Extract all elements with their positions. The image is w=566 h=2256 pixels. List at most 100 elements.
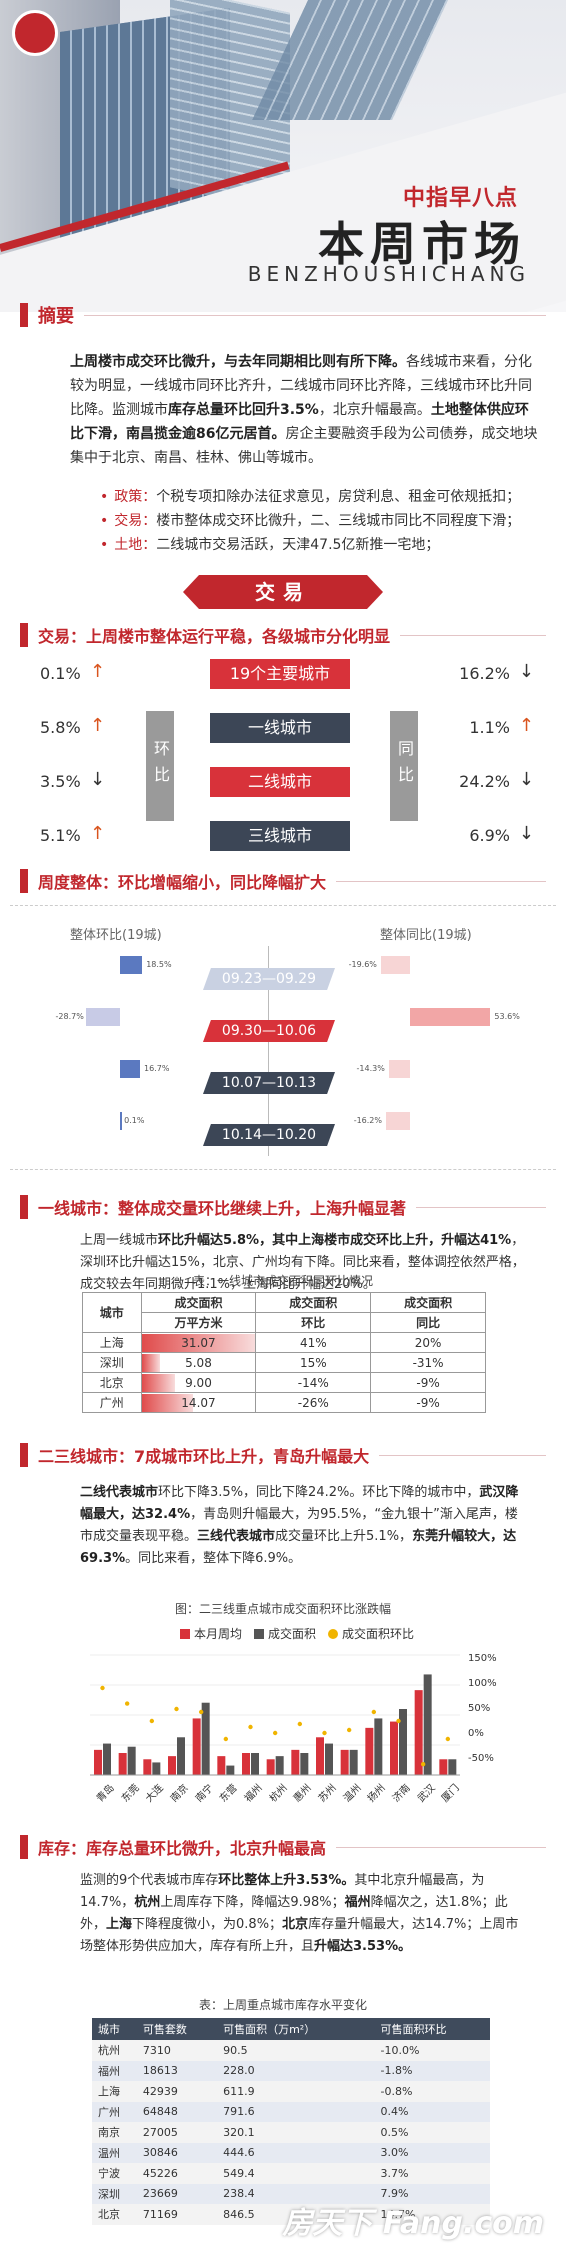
mom-value: 18.5% [146,960,172,969]
bar-weekly-avg [118,1753,127,1775]
weekly-heading: 周度整体：环比增幅缩小，同比降幅扩大 [20,866,546,896]
summary-bullets: • 政策： 个税专项扣除办法征求意见，房贷利息、租金可依规抵扣； • 交易： 楼市整体成… [100,485,540,557]
header-subtitle: 中指早八点 [402,186,518,211]
yoy-label: 整体同比(19城) [380,928,472,943]
tier23-paragraph: 二线代表城市环比下降3.5%，同比下降24.2%。环比下降的城市中，武汉降幅最大… [80,1485,519,1566]
ladder-row: 0.1% ↑ 19个主要城市 16.2% ↓ [20,656,546,690]
header-title-en: BENZHOUSHICHANG [247,262,530,286]
tier1-caption: 表：一线城市成交面积同环比情况 [192,1274,373,1288]
mom-value: -28.7% [55,1012,84,1021]
tier23-heading: 二三线城市：7成城市环比上升，青岛升幅最大 [20,1440,546,1470]
week-pill: 10.14—10.20 [203,1124,335,1146]
mom-value: 16.7% [144,1064,170,1073]
bar-weekly-avg [340,1749,349,1775]
yoy-value: -16.2% [353,1116,382,1125]
inventory-paragraph: 监测的9个代表城市库存环比整体上升3.53%。其中北京升幅最高，为14.7%，杭… [80,1873,519,1954]
bar-area [423,1674,432,1775]
mom-bar [85,1008,120,1026]
bar-area [127,1746,136,1775]
bar-area [251,1753,259,1775]
table-row: 深圳 23669 238.4 7.9% [92,2183,490,2204]
yoy-bar [385,1112,410,1130]
chart-legend: 本月周均 成交面积 成交面积环比 [180,1625,414,1642]
mom-bar [120,1060,141,1078]
table-row: 南京 27005 320.1 0.5% [92,2122,490,2143]
point-mom [371,1709,377,1715]
bar-weekly-avg [242,1753,250,1775]
bar-area [226,1765,235,1775]
point-mom [322,1730,327,1736]
bar-area [374,1718,383,1775]
yoy-bar [410,1008,491,1026]
table-row: 深圳 5.08 15% -31% [82,1352,486,1373]
bar-area [103,1743,111,1775]
point-mom [149,1718,155,1724]
watermark: 房天下 Fang.com [282,2206,544,2241]
point-mom [248,1724,253,1730]
tier1-heading: 一线城市：整体成交量环比继续上升，上海升幅显著 [20,1192,546,1222]
table-row: 宁波 45226 549.4 3.7% [92,2163,490,2184]
mom-label: 整体环比(19城) [70,928,162,943]
bar-area [300,1753,309,1775]
tier1-table: 城市 成交面积 成交面积 成交面积 万平方米 环比 同比 上海 31.07 41% 2… [82,1292,486,1413]
bar-weekly-avg [365,1727,374,1775]
bullet-item: • 土地： 二线城市交易活跃，天津47.5亿新推一宅地； [100,537,440,553]
yoy-bar [380,956,410,974]
yoy-tag: 同比 [390,711,418,821]
table-row: 上海 42939 611.9 -0.8% [92,2081,490,2102]
table-row: 广州 64848 791.6 0.4% [92,2101,490,2122]
point-mom [223,1736,229,1742]
table-row: 温州 30846 444.6 3.0% [92,2142,490,2163]
bar-weekly-avg [192,1718,201,1775]
bar-weekly-avg [316,1737,324,1775]
bar-area [399,1709,407,1775]
mom-bar [120,1112,122,1130]
week-pill: 09.23—09.29 [203,968,335,990]
bar-weekly-avg [266,1759,275,1775]
yoy-value: -19.6% [348,960,377,969]
table-row: 广州 14.07 -26% -9% [82,1392,486,1413]
bar-weekly-avg [390,1721,398,1775]
point-mom [124,1701,130,1706]
hero-header: 中指早八点 本周市场 BENZHOUSHICHANG [0,0,566,312]
bar-area [349,1749,358,1775]
bar-weekly-avg [414,1690,423,1775]
city-bar-chart [90,1654,460,1776]
bar-weekly-avg [291,1749,300,1775]
table-row: 上海 31.07 41% 20% [82,1332,486,1353]
yoy-bar [388,1060,410,1078]
yoy-value: 53.6% [494,1012,520,1021]
legend-item: 成交面积 [254,1625,316,1642]
tier23-caption: 图：二三线重点城市成交面积环比涨跌幅 [174,1602,391,1616]
bar-weekly-avg [94,1749,102,1775]
point-mom [420,1762,426,1767]
summary-heading: 摘要 [20,300,546,330]
x-axis-labels: 青岛 东莞 大连 南京 南宁 东营 福州 杭州 惠州 苏州 温州 扬州 济南 武汉 厦门 [90,1783,462,1830]
week-pill: 09.30—10.06 [203,1020,335,1042]
table-row: 北京 71169 846.5 14.7% [92,2204,490,2225]
inventory-table: 城市 可售套数 可售面积（万m²） 可售面积环比 杭州 7310 90.5 -10.0… [92,2018,490,2225]
table-row: 北京 9.00 -14% -9% [82,1372,486,1393]
point-mom [174,1706,179,1712]
mom-tag: 环比 [146,711,174,821]
point-mom [272,1730,278,1736]
point-mom [297,1721,303,1727]
ladder-row: 5.8% ↑ 一线城市 1.1% ↑ [20,710,546,744]
bullet-item: • 政策： 个税专项扣除办法征求意见，房贷利息、租金可依规抵扣； [100,489,521,505]
yoy-value: -14.3% [356,1064,385,1073]
point-mom [445,1736,451,1742]
mom-value: 0.1% [124,1116,145,1125]
inventory-heading: 库存：库存总量环比微升，北京升幅最高 [20,1832,546,1862]
logo-icon [12,10,58,56]
bar-area [325,1743,333,1775]
bar-area [448,1759,457,1775]
ladder-row: 5.1% ↑ 三线城市 6.9% ↓ [20,818,546,852]
bullet-item: • 交易： 楼市整体成交环比微升，二、三线城市同比不同程度下滑； [100,513,521,529]
bar-weekly-avg [143,1759,152,1775]
bar-weekly-avg [168,1756,176,1775]
bar-area [152,1762,161,1775]
header-title: 本周市场 [318,217,526,271]
bar-area [201,1702,210,1775]
point-mom [396,1718,401,1724]
